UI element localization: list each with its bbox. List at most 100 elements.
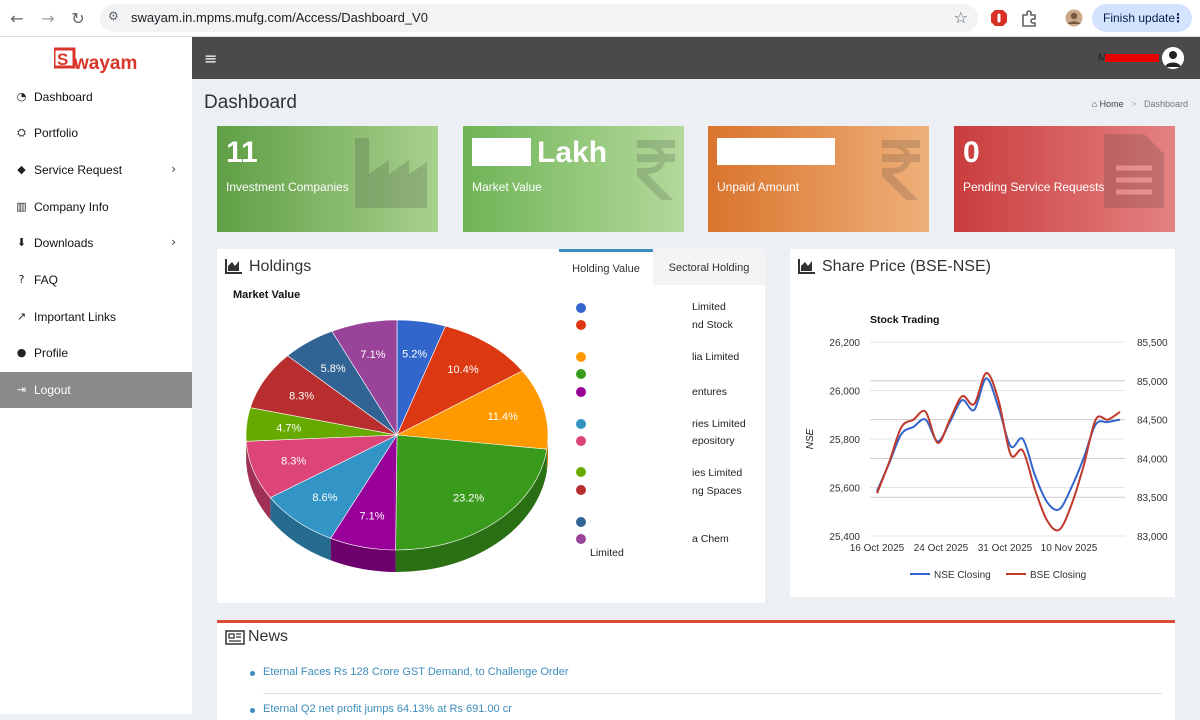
legend-label[interactable]: ries Limited xyxy=(692,418,746,430)
legend-swatch[interactable] xyxy=(576,352,586,362)
sidebar-item-downloads[interactable]: ⬇Downloads› xyxy=(0,225,192,261)
sidebar-item-profile[interactable]: ● Profile xyxy=(0,335,192,371)
legend-label[interactable]: lia Limited xyxy=(692,351,739,363)
breadcrumb-home[interactable]: Home xyxy=(1100,99,1124,109)
kpi-value: 0 xyxy=(963,136,980,170)
sidebar-item-label: Important Links xyxy=(34,310,116,324)
y-right-tick: 84,500 xyxy=(1137,416,1168,427)
back-icon[interactable]: ← xyxy=(6,8,28,30)
sidebar-item-faq[interactable]: ?FAQ xyxy=(0,262,192,298)
legend-swatch[interactable] xyxy=(576,517,586,527)
kpi-value: 11 xyxy=(226,136,258,170)
top-navbar: ≡ M xyxy=(192,37,1200,79)
y-right-tick: 83,000 xyxy=(1137,532,1168,543)
sidebar-item-label: Dashboard xyxy=(34,90,93,104)
swayam-logo[interactable]: S wayam xyxy=(54,47,144,73)
url-text[interactable]: swayam.in.mpms.mufg.com/Access/Dashboard… xyxy=(131,10,428,25)
sidebar-item-company-info[interactable]: ▥Company Info xyxy=(0,189,192,225)
reload-icon[interactable]: ↻ xyxy=(67,8,89,30)
y-left-tick: 25,400 xyxy=(829,532,860,543)
more-options-icon[interactable]: ⋮ xyxy=(1172,4,1184,32)
legend-swatch[interactable] xyxy=(576,369,586,379)
news-divider xyxy=(263,693,1162,694)
sign-out-icon: ⇥ xyxy=(15,383,28,396)
sidebar-item-label: FAQ xyxy=(34,273,58,287)
adblock-extension-icon[interactable] xyxy=(990,9,1008,27)
pie-slice-label: 7.1% xyxy=(360,349,385,361)
legend-swatch[interactable] xyxy=(576,436,586,446)
legend-swatch[interactable] xyxy=(576,419,586,429)
kpi-caption: Market Value xyxy=(472,180,542,194)
profile-avatar-icon[interactable] xyxy=(1065,9,1083,27)
sidebar-item-logout[interactable]: ⇥Logout xyxy=(0,372,192,408)
kpi-unpaid-amount[interactable]: Unpaid Amount xyxy=(708,126,929,232)
legend-swatch[interactable] xyxy=(576,485,586,495)
pie-slice-label: 5.8% xyxy=(321,363,346,375)
kpi-caption: Unpaid Amount xyxy=(717,180,799,194)
y-left-tick: 26,000 xyxy=(829,387,860,398)
kpi-market-value[interactable]: Lakh Market Value xyxy=(463,126,684,232)
address-bar[interactable]: ⚙ swayam.in.mpms.mufg.com/Access/Dashboa… xyxy=(100,4,978,32)
svg-text:S: S xyxy=(57,50,68,69)
news-link[interactable]: Eternal Faces Rs 128 Crore GST Demand, t… xyxy=(263,666,569,678)
sidebar-item-label: Profile xyxy=(34,346,68,360)
unpaid-amount-redaction xyxy=(717,138,835,165)
y-right-tick: 85,500 xyxy=(1137,338,1168,349)
area-chart-icon xyxy=(225,258,243,274)
site-settings-icon[interactable]: ⚙ xyxy=(108,9,119,23)
extensions-puzzle-icon[interactable] xyxy=(1020,9,1038,27)
legend-label[interactable]: a Chem xyxy=(692,533,729,545)
legend-label[interactable]: entures xyxy=(692,386,727,398)
legend-label[interactable]: Limited xyxy=(590,547,624,559)
pie-slice-label: 4.7% xyxy=(276,422,301,434)
legend-swatch[interactable] xyxy=(576,387,586,397)
page-title: Dashboard xyxy=(204,92,297,114)
sidebar-item-dashboard[interactable]: ◔ Dashboard xyxy=(0,79,192,115)
x-tick: 24 Oct 2025 xyxy=(914,543,969,554)
home-icon[interactable]: ⌂ xyxy=(1092,99,1097,109)
user-icon: ● xyxy=(15,346,28,359)
legend-label[interactable]: BSE Closing xyxy=(1030,570,1086,581)
sidebar-item-label: Company Info xyxy=(34,200,109,214)
forward-icon[interactable]: → xyxy=(37,8,59,30)
legend-swatch[interactable] xyxy=(576,303,586,313)
legend-swatch[interactable] xyxy=(576,467,586,477)
legend-label[interactable]: Limited xyxy=(692,301,726,313)
chevron-right-icon: › xyxy=(171,235,176,249)
sidebar-item-service-request[interactable]: ◆Service Request› xyxy=(0,152,192,188)
legend-label[interactable]: epository xyxy=(692,435,735,447)
sidebar-item-portfolio[interactable]: ⛭Portfolio xyxy=(0,115,192,151)
tag-icon: ◆ xyxy=(15,163,28,176)
series-line-bse-closing[interactable] xyxy=(877,373,1120,530)
user-avatar-icon[interactable] xyxy=(1162,47,1184,69)
file-text-icon xyxy=(1102,132,1166,210)
market-value-pie-chart: 5.2%10.4%11.4%23.2%7.1%8.6%8.3%4.7%8.3%5… xyxy=(236,305,558,595)
breadcrumb: ⌂ Home > Dashboard xyxy=(1092,99,1188,109)
x-tick: 16 Oct 2025 xyxy=(850,543,905,554)
y-left-tick: 25,800 xyxy=(829,435,860,446)
chevron-right-icon: › xyxy=(171,162,176,176)
tab-holding-value[interactable]: Holding Value xyxy=(559,249,653,285)
legend-label[interactable]: ies Limited xyxy=(692,467,742,479)
finish-update-button[interactable]: Finish update ⋮ xyxy=(1092,4,1192,32)
kpi-pending-service-requests[interactable]: 0 Pending Service Requests xyxy=(954,126,1175,232)
dashboard-icon: ◔ xyxy=(15,90,28,103)
pie-slice-label: 11.4% xyxy=(488,411,519,423)
kpi-investment-companies[interactable]: 11 Investment Companies xyxy=(217,126,438,232)
legend-swatch[interactable] xyxy=(576,320,586,330)
tab-sectoral-holding[interactable]: Sectoral Holding xyxy=(653,249,765,285)
menu-toggle-icon[interactable]: ≡ xyxy=(204,49,217,68)
sidebar-item-important-links[interactable]: ↗Important Links xyxy=(0,299,192,335)
news-link[interactable]: Eternal Q2 net profit jumps 64.13% at Rs… xyxy=(263,703,512,715)
breadcrumb-current: Dashboard xyxy=(1144,99,1188,109)
legend-label[interactable]: nd Stock xyxy=(692,319,733,331)
market-value-redaction xyxy=(472,138,531,166)
legend-label[interactable]: ng Spaces xyxy=(692,485,742,497)
legend-label[interactable]: NSE Closing xyxy=(934,570,991,581)
stock-trading-line-chart: Stock Trading85,50085,00084,50084,00083,… xyxy=(795,305,1175,590)
bookmark-star-icon[interactable]: ☆ xyxy=(954,8,968,27)
rupee-icon xyxy=(633,136,679,202)
y-right-tick: 83,500 xyxy=(1137,493,1168,504)
legend-swatch[interactable] xyxy=(576,534,586,544)
newspaper-icon xyxy=(225,630,245,645)
